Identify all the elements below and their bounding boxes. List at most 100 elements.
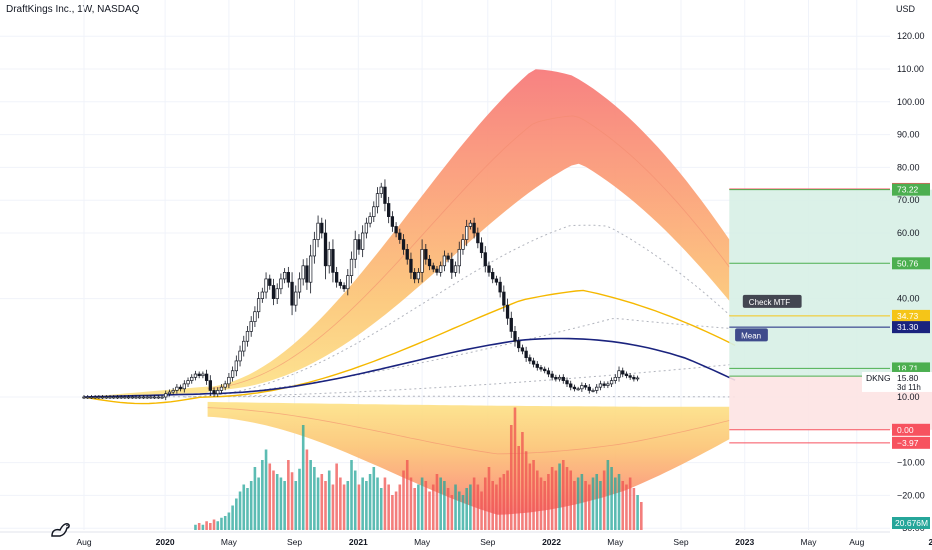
volume-bar <box>480 491 483 530</box>
candle-body <box>476 232 480 244</box>
volume-bar <box>506 470 509 530</box>
time-tick: 2021 <box>349 537 368 547</box>
time-tick: May <box>800 537 817 547</box>
candle-body <box>479 242 484 254</box>
candle-body <box>598 383 603 388</box>
price-tick: 10.00 <box>897 392 920 402</box>
volume-bar <box>569 470 573 530</box>
volume-bar <box>261 460 264 530</box>
volume-bar <box>342 484 346 530</box>
volume-bar <box>238 491 242 530</box>
volume-bar <box>264 449 268 530</box>
volume-bar <box>242 484 246 530</box>
candle-body <box>164 393 168 398</box>
candle-body <box>621 370 625 375</box>
volume-bar <box>279 477 283 530</box>
candle-body <box>100 396 105 399</box>
volume-bar <box>565 467 569 530</box>
candle-body <box>609 380 614 385</box>
candle-body <box>160 396 164 399</box>
time-tick: May <box>414 537 431 547</box>
candle-body <box>576 388 580 391</box>
volume-bar <box>357 484 361 530</box>
volume-bar <box>424 481 428 530</box>
volume-bar <box>543 481 547 530</box>
candle-body <box>528 357 532 362</box>
volume-bar <box>235 498 238 530</box>
upper-deviation-band <box>84 69 730 397</box>
candle-body <box>494 278 499 283</box>
volume-bar <box>628 477 632 530</box>
candle-body <box>149 396 153 399</box>
candle-body <box>349 258 354 276</box>
volume-bar <box>498 477 502 530</box>
candle-body <box>505 304 510 319</box>
level-price-tag <box>892 183 930 196</box>
volume-bar <box>606 460 610 530</box>
candle-body <box>193 373 198 378</box>
volume-bar <box>591 477 595 530</box>
volume-bar <box>287 460 290 530</box>
candle-body <box>93 396 97 399</box>
time-tick: May <box>607 537 624 547</box>
candle-body <box>498 281 502 293</box>
check-mtf-label: Check MTF <box>742 294 802 308</box>
candle-body <box>82 396 86 399</box>
chart-title: DraftKings Inc., 1W, NASDAQ <box>6 4 140 15</box>
candle-body <box>632 376 636 380</box>
candle-body <box>361 232 365 250</box>
candle-body <box>565 380 569 385</box>
volume-bar <box>420 477 424 530</box>
candle-body <box>167 391 172 395</box>
volume-bar <box>513 407 517 530</box>
volume-bar <box>550 467 554 530</box>
candle-body <box>472 222 476 234</box>
volume-bar <box>517 446 520 530</box>
time-tick: May <box>221 537 238 547</box>
last-price-value: 15.80 <box>897 373 919 383</box>
volume-bar <box>257 477 260 530</box>
candle-body <box>387 203 391 217</box>
volume-bar <box>320 474 324 530</box>
volume-bar <box>461 495 465 530</box>
candle-body <box>97 396 101 399</box>
candle-body <box>531 360 536 365</box>
candle-body <box>416 272 421 280</box>
candle-body <box>546 370 551 375</box>
candle-body <box>450 258 454 273</box>
candle-body <box>635 377 640 380</box>
candle-body <box>368 216 372 224</box>
candle-body <box>617 370 621 378</box>
volume-bar <box>305 449 309 530</box>
candle-body <box>591 390 595 392</box>
candle-body <box>342 285 346 290</box>
volume-bar <box>379 488 383 530</box>
candle-body <box>446 255 450 260</box>
volume-bar <box>595 474 599 530</box>
volume-bar <box>223 516 227 530</box>
candle-body <box>539 367 543 370</box>
candle-body <box>112 396 116 399</box>
last-price-symbol: DKNG <box>866 373 891 383</box>
level-price-text: 34.73 <box>897 311 919 321</box>
volume-bar <box>535 470 539 530</box>
candle-body <box>271 285 276 299</box>
candle-body <box>468 222 473 227</box>
take-profit-zone <box>729 189 932 377</box>
candle-body <box>357 239 361 250</box>
time-tick: 2022 <box>542 537 561 547</box>
volume-bar <box>602 470 606 530</box>
candle-body <box>197 373 201 377</box>
annotation-text: Check MTF <box>749 298 790 307</box>
level-price-text: 50.76 <box>897 258 919 268</box>
volume-bar <box>339 477 342 530</box>
candle-body <box>152 396 157 399</box>
volume-bar <box>491 481 494 530</box>
candle-body <box>595 386 599 391</box>
volume-bar <box>476 484 480 530</box>
time-tick: 2024 <box>928 537 932 547</box>
volume-bar <box>573 481 576 530</box>
lower-deviation-band <box>207 401 730 515</box>
volume-bar <box>625 484 628 530</box>
